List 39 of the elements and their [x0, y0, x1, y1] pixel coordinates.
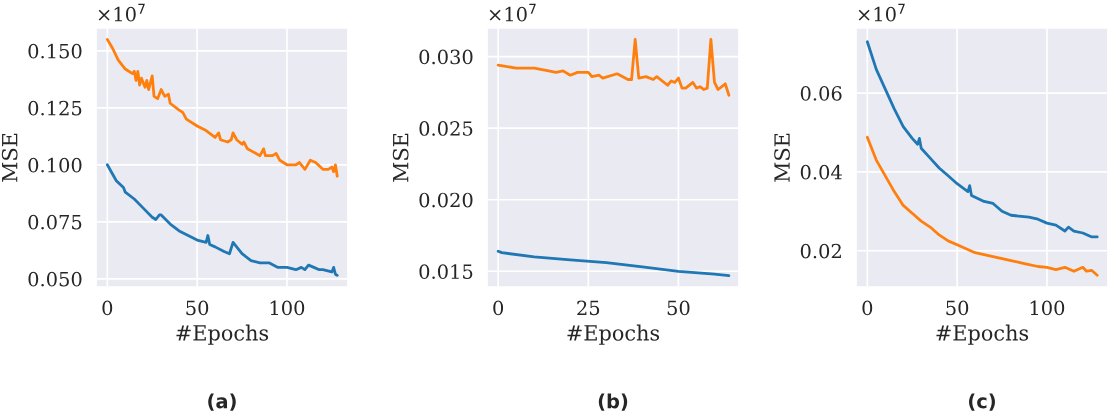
line-series: [105, 38, 339, 178]
y-axis-title: MSE: [392, 133, 409, 182]
y-tick-label: 0.04: [800, 164, 842, 180]
x-axis-title: #Epochs: [936, 324, 1029, 345]
x-tick-label: 0: [493, 300, 504, 316]
x-tick-label: 25: [577, 300, 600, 316]
y-tick-label: 0.030: [419, 49, 473, 65]
y-tick-label: 0.050: [28, 271, 82, 287]
x-tick-label: 0: [862, 300, 873, 316]
y-tick-label: 0.075: [28, 214, 82, 230]
x-tick-label: 0: [102, 300, 113, 316]
y-tick-label: 0.125: [28, 100, 82, 116]
y-tick-label: 0.06: [800, 86, 842, 101]
line-series: [105, 163, 339, 277]
text: (b): [598, 393, 628, 411]
x-tick-label: 50: [186, 300, 209, 316]
y-tick-label: 0.020: [419, 192, 473, 208]
y-tick-label: 0.025: [419, 121, 473, 136]
y-tick-label: 0.02: [800, 243, 841, 259]
line-series: [496, 38, 731, 97]
y-tick-label: 0.015: [419, 264, 473, 279]
text: ×10$^{7}$: [858, 3, 905, 22]
x-tick-label: 100: [1030, 300, 1065, 316]
line-series: [865, 40, 1099, 239]
line-series: [496, 249, 731, 277]
x-axis-title: #Epochs: [567, 324, 660, 345]
x-axis-title: #Epochs: [176, 324, 269, 345]
text: (c): [969, 393, 995, 411]
text: (a): [208, 393, 236, 411]
y-tick-label: 0.100: [28, 157, 82, 173]
text: ×10$^{7}$: [489, 3, 536, 22]
y-axis-title: MSE: [1, 133, 18, 182]
x-tick-label: 50: [946, 300, 969, 316]
x-tick-label: 50: [667, 300, 690, 316]
x-tick-label: 100: [270, 300, 305, 316]
text: ×10$^{7}$: [98, 3, 145, 22]
line-series: [865, 135, 1099, 277]
y-tick-label: 0.150: [28, 43, 82, 59]
y-axis-title: MSE: [774, 133, 790, 182]
